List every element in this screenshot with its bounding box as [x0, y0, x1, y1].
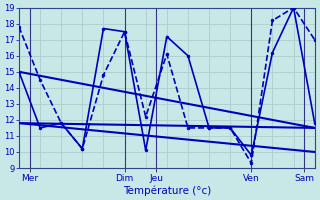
- X-axis label: Température (°c): Température (°c): [123, 185, 211, 196]
